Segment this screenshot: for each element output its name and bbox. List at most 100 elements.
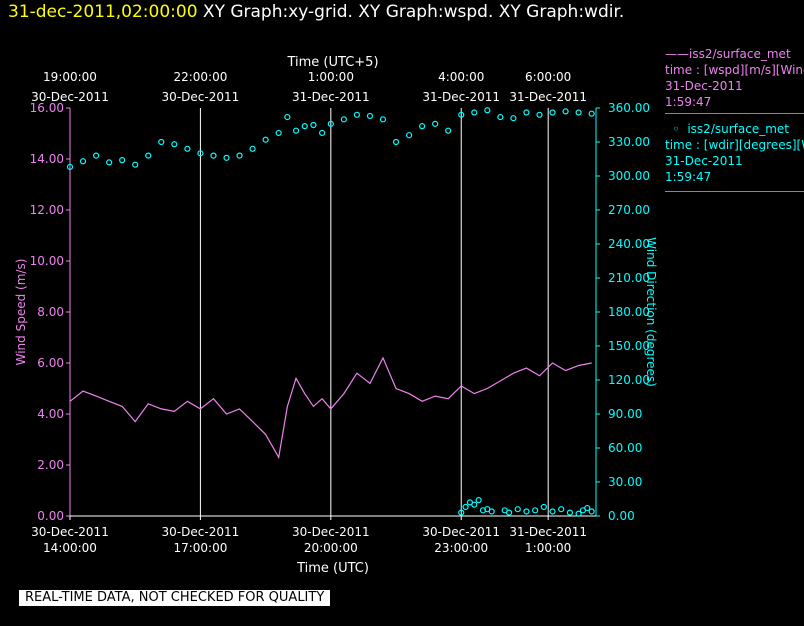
right-tick-label: 360.00 xyxy=(608,101,650,115)
legend-wdir-date: 31-Dec-2011 xyxy=(665,154,743,168)
wdir-point xyxy=(484,107,491,114)
wdir-point xyxy=(588,110,595,117)
wdir-point xyxy=(432,120,439,127)
wdir-point xyxy=(471,109,478,116)
wdir-point xyxy=(223,154,230,161)
wdir-point xyxy=(284,113,291,121)
top-tick-date: 31-Dec-2011 xyxy=(509,90,587,104)
bottom-tick-date: 30-Dec-2011 xyxy=(422,525,500,539)
top-tick-date: 30-Dec-2011 xyxy=(162,90,240,104)
legend-wspd-variable: time : [wspd][m/s][Wind xyxy=(665,63,804,77)
wdir-point xyxy=(523,109,530,116)
right-tick-label: 60.00 xyxy=(608,441,642,455)
header: 31-dec-2011,02:00:00 XY Graph:xy-grid. X… xyxy=(8,0,624,24)
bottom-tick-time: 1:00:00 xyxy=(525,541,571,555)
top-tick-time: 6:00:00 xyxy=(525,70,571,84)
right-tick-label: 90.00 xyxy=(608,407,642,421)
top-tick-time: 19:00:00 xyxy=(43,70,97,84)
bottom-tick-time: 14:00:00 xyxy=(43,541,97,555)
wdir-point xyxy=(445,127,452,134)
wdir-point xyxy=(588,508,595,515)
wdir-point xyxy=(79,158,87,165)
top-tick-date: 30-Dec-2011 xyxy=(31,90,109,104)
bottom-axis-label: Time (UTC) xyxy=(296,561,369,576)
wdir-point xyxy=(497,113,504,121)
wdir-point xyxy=(132,161,139,168)
wdir-point xyxy=(458,111,465,118)
wdir-point xyxy=(310,121,317,129)
wdir-point xyxy=(301,123,308,130)
left-tick-label: 12.00 xyxy=(30,203,64,217)
wdir-point xyxy=(549,508,556,515)
right-axis-label: Wind Direction (degrees) xyxy=(644,237,658,387)
wdir-point xyxy=(532,507,539,514)
wdir-point xyxy=(505,509,513,516)
legend-wspd-title: iss2/surface_met xyxy=(689,47,791,61)
wdir-point xyxy=(92,152,100,159)
wdir-point xyxy=(562,108,569,115)
wdir-point xyxy=(145,152,152,159)
bottom-tick-time: 23:00:00 xyxy=(434,541,488,555)
wdir-point xyxy=(575,510,582,517)
wdir-point xyxy=(106,159,113,166)
right-tick-label: 300.00 xyxy=(608,169,650,183)
top-tick-date: 31-Dec-2011 xyxy=(292,90,370,104)
legend-wdir: ◦ iss2/surface_met time : [wdir][degrees… xyxy=(665,121,804,185)
bottom-tick-time: 17:00:00 xyxy=(173,541,227,555)
legend-wspd: ——iss2/surface_met time : [wspd][m/s][Wi… xyxy=(665,46,804,110)
wdir-point xyxy=(249,145,256,152)
legend-wdir-time: 1:59:47 xyxy=(665,170,712,184)
top-axis-label: Time (UTC+5) xyxy=(286,55,378,70)
wdir-point xyxy=(514,506,521,513)
left-tick-label: 6.00 xyxy=(37,356,64,370)
right-tick-label: 30.00 xyxy=(608,475,642,489)
legend-divider xyxy=(665,191,804,192)
wdir-point xyxy=(275,129,282,137)
wdir-point xyxy=(523,508,530,515)
wdir-point xyxy=(558,506,565,513)
left-tick-label: 0.00 xyxy=(37,509,64,523)
wdir-point xyxy=(184,145,191,152)
left-axis-label: Wind Speed (m/s) xyxy=(14,259,28,366)
wdir-point xyxy=(262,136,269,143)
legend-wspd-date: 31-Dec-2011 xyxy=(665,79,743,93)
wdir-point xyxy=(353,111,361,118)
left-tick-label: 4.00 xyxy=(37,407,64,421)
right-tick-label: 180.00 xyxy=(608,305,650,319)
wdir-point xyxy=(540,503,547,511)
top-tick-time: 1:00:00 xyxy=(308,70,354,84)
bottom-tick-time: 20:00:00 xyxy=(304,541,358,555)
wdir-point xyxy=(549,109,556,116)
left-tick-label: 14.00 xyxy=(30,152,64,166)
wdir-point xyxy=(488,508,495,515)
wdir-point xyxy=(66,163,74,171)
legend-wdir-title: iss2/surface_met xyxy=(687,122,789,136)
wdir-point xyxy=(236,152,243,159)
bottom-tick-date: 30-Dec-2011 xyxy=(162,525,240,539)
top-tick-time: 22:00:00 xyxy=(173,70,227,84)
wdir-point xyxy=(119,157,126,164)
wdir-point xyxy=(379,116,387,123)
wdir-point xyxy=(584,504,591,512)
left-tick-label: 2.00 xyxy=(37,458,64,472)
wdir-point xyxy=(340,116,347,123)
wdir-point xyxy=(575,109,582,116)
wdir-point xyxy=(197,150,204,157)
top-tick-time: 4:00:00 xyxy=(438,70,484,84)
right-tick-label: 240.00 xyxy=(608,237,650,251)
wdir-point xyxy=(327,120,334,127)
bottom-tick-date: 31-Dec-2011 xyxy=(509,525,587,539)
left-tick-label: 8.00 xyxy=(37,305,64,319)
wdir-point xyxy=(171,141,178,148)
right-tick-label: 0.00 xyxy=(608,509,635,523)
legend-wdir-variable: time : [wdir][degrees][W xyxy=(665,138,804,152)
quality-note: REAL-TIME DATA, NOT CHECKED FOR QUALITY xyxy=(19,590,331,606)
right-tick-label: 150.00 xyxy=(608,339,650,353)
legend-wspd-time: 1:59:47 xyxy=(665,95,712,109)
bottom-tick-date: 30-Dec-2011 xyxy=(31,525,109,539)
wdir-point xyxy=(536,111,543,118)
left-tick-label: 16.00 xyxy=(30,101,64,115)
wspd-series-line xyxy=(69,356,592,460)
wdir-point xyxy=(419,123,426,130)
